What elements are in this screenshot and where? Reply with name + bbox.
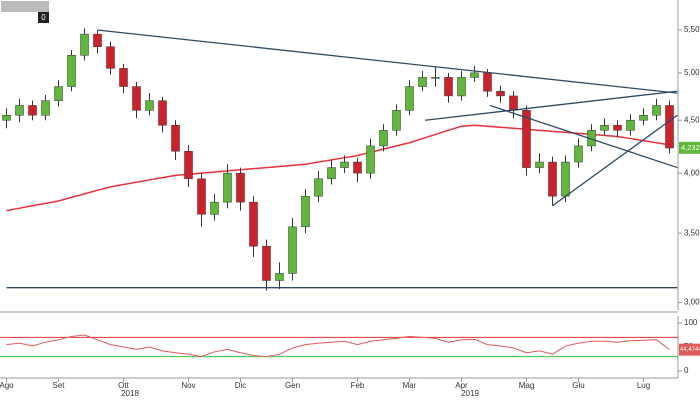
candle-body <box>223 172 232 203</box>
toolbar-bar <box>1 1 49 12</box>
x-tick-label: Feb <box>351 381 365 390</box>
candle-body <box>431 77 440 79</box>
candle-body <box>613 124 622 131</box>
x-tick-label: Mar <box>403 381 417 390</box>
candle-body <box>184 150 193 180</box>
candle-body <box>457 77 466 97</box>
candle-body <box>119 68 128 87</box>
candle-body <box>67 54 76 87</box>
candle-body <box>314 178 323 197</box>
rsi-line <box>6 334 670 358</box>
x-tick-label: Lug <box>637 381 650 390</box>
candle-body <box>366 145 375 174</box>
candle-body <box>288 226 297 274</box>
candle-body <box>665 105 674 149</box>
toolbar-label: 0 <box>41 13 46 22</box>
candle-body <box>93 33 102 47</box>
rsi-tick-label: 100 <box>684 318 698 327</box>
trendline <box>489 104 678 169</box>
x-tick-label: Dic <box>235 381 247 390</box>
candle-body <box>158 100 167 126</box>
y-tick-label: 4,50 <box>684 115 700 124</box>
x-tick-label: Apr <box>455 381 468 390</box>
candle-body <box>652 105 661 116</box>
toolbar-badge <box>38 12 49 23</box>
candle-body <box>197 178 206 215</box>
x-tick-label: Ago <box>0 381 14 390</box>
candle-body <box>210 201 219 215</box>
rsi-last-box <box>679 343 700 356</box>
candle-body <box>470 72 479 78</box>
candle-body <box>574 145 583 163</box>
candle-body <box>392 110 401 131</box>
candle-body <box>509 95 518 111</box>
candle-body <box>28 105 37 116</box>
candle-body <box>548 161 557 197</box>
candle-body <box>535 161 544 168</box>
trendline <box>552 114 678 207</box>
candle-body <box>340 161 349 168</box>
candle-body <box>171 124 180 152</box>
candle-body <box>275 273 284 281</box>
y-tick-label: 3,00 <box>684 298 700 307</box>
x-tick-label: Mag <box>519 381 535 390</box>
candle-body <box>639 114 648 121</box>
candle-body <box>41 100 50 116</box>
y-tick-label: 5,00 <box>684 68 700 77</box>
candle-body <box>626 119 635 131</box>
candle-body <box>522 110 531 168</box>
candle-body <box>145 100 154 111</box>
x-tick-label: Nov <box>181 381 195 390</box>
y-tick-label: 3,50 <box>684 228 700 237</box>
last-price-box <box>679 141 700 154</box>
candle-body <box>496 90 505 97</box>
candle-body <box>379 130 388 147</box>
candle-body <box>418 77 427 87</box>
candle-body <box>132 86 141 111</box>
toolbar: 0 <box>1 1 49 23</box>
trendline <box>425 90 678 121</box>
x-tick-label: Gen <box>285 381 300 390</box>
candle-body <box>483 72 492 92</box>
candle-body <box>236 172 245 203</box>
candle-body <box>106 46 115 69</box>
candle-body <box>600 124 609 131</box>
candle-body <box>353 161 362 174</box>
rsi-last-label: 44,4744 <box>680 347 700 353</box>
year-label: 2018 <box>121 389 139 398</box>
candle-body <box>405 86 414 111</box>
moving-average <box>6 124 670 212</box>
candle-body <box>444 77 453 97</box>
candle-body <box>249 201 258 247</box>
y-tick-label: 5,50 <box>684 25 700 34</box>
x-tick-label: Ott <box>118 381 129 390</box>
year-label: 2019 <box>461 389 479 398</box>
candle-body <box>54 86 63 101</box>
candle-body <box>327 167 336 180</box>
rsi-tick-label: 0 <box>684 366 689 375</box>
candle-body <box>262 245 271 281</box>
candle-body <box>561 161 570 197</box>
candle-body <box>80 33 89 56</box>
x-tick-label: Giu <box>572 381 584 390</box>
x-tick-label: Set <box>52 381 65 390</box>
candle-body <box>2 114 11 121</box>
candle-body <box>301 195 310 228</box>
y-tick-label: 4,00 <box>684 168 700 177</box>
last-price-label: 4,232 <box>681 143 700 152</box>
candle-body <box>15 105 24 116</box>
trendline <box>97 29 678 94</box>
